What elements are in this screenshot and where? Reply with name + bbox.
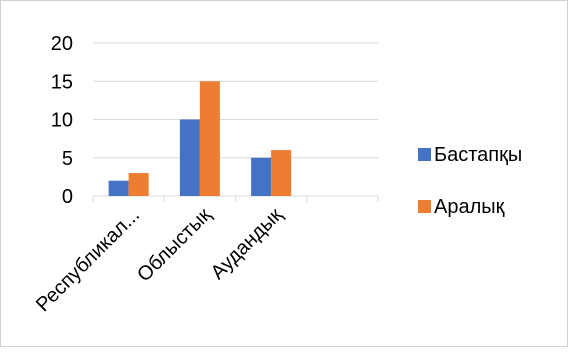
y-tick-label: 0 — [62, 186, 73, 208]
bar-aralyk — [199, 81, 220, 196]
bars — [108, 81, 292, 196]
bar-bastapky — [108, 180, 129, 196]
legend-label: Аралық — [434, 196, 505, 218]
y-tick-label: 5 — [62, 148, 73, 170]
y-tick-label: 10 — [51, 110, 73, 132]
y-tick-label: 20 — [51, 33, 73, 55]
bar-aralyk — [128, 173, 149, 196]
bar-aralyk — [271, 150, 292, 196]
legend-swatch — [418, 200, 431, 213]
legend-swatch — [418, 148, 431, 161]
bar-bastapky — [251, 157, 272, 196]
legend: Бастапқы Аралық — [418, 144, 522, 218]
y-tick-label: 15 — [51, 71, 73, 93]
bar-bastapky — [179, 119, 200, 196]
legend-label: Бастапқы — [434, 144, 522, 166]
